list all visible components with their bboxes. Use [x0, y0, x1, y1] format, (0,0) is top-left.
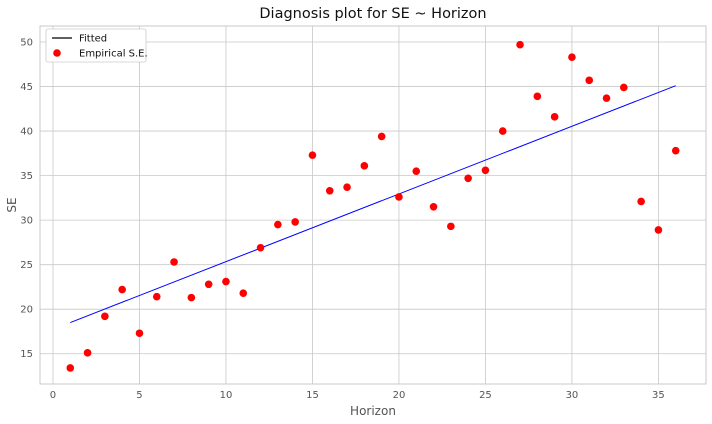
legend-box	[45, 28, 147, 63]
data-point	[152, 292, 161, 301]
y-tick-label: 15	[20, 349, 33, 360]
y-tick-label: 45	[20, 82, 33, 93]
data-point	[360, 162, 369, 170]
data-point	[533, 92, 542, 101]
y-tick-label: 50	[20, 38, 33, 49]
data-point	[412, 167, 421, 175]
data-point	[274, 220, 282, 229]
data-point	[498, 127, 507, 135]
x-tick-label: 20	[393, 390, 406, 401]
data-point	[170, 258, 178, 266]
y-tick-label: 30	[20, 216, 33, 227]
y-tick-label: 35	[20, 171, 33, 182]
chart-title: Diagnosis plot for SE ~ Horizon	[259, 6, 486, 22]
data-point	[481, 166, 490, 175]
x-tick-label: 30	[566, 390, 579, 401]
y-tick-labels: 15 20 25 30 35 40 45 50	[20, 38, 33, 361]
data-point	[568, 53, 576, 61]
data-point	[83, 349, 92, 357]
data-point	[620, 83, 628, 92]
data-point	[377, 132, 386, 141]
fitted-line	[70, 85, 676, 324]
data-point	[101, 312, 109, 321]
x-tick-label: 15	[306, 390, 319, 401]
data-point	[325, 186, 334, 195]
data-point	[66, 364, 75, 372]
x-axis-label: Horizon	[350, 404, 396, 418]
data-point	[429, 202, 438, 211]
x-tick-label: 10	[220, 390, 233, 401]
data-point	[308, 151, 317, 159]
data-point	[516, 40, 524, 49]
y-tick-label: 25	[20, 260, 33, 271]
data-point	[671, 146, 680, 155]
data-point	[222, 277, 230, 286]
x-tick-label: 25	[479, 390, 492, 401]
x-tick-labels: 0 5 10 15 20 25 30 35	[50, 390, 665, 401]
data-point	[187, 293, 196, 302]
data-point	[204, 280, 213, 289]
legend: Fitted Empirical S.E.	[45, 28, 148, 63]
x-tick-label: 0	[50, 390, 56, 401]
legend-empirical-label: Empirical S.E.	[79, 49, 148, 60]
data-point	[343, 183, 351, 191]
data-point	[585, 76, 594, 85]
x-tick-label: 35	[652, 390, 665, 401]
data-point	[550, 113, 559, 121]
y-tick-label: 40	[20, 127, 33, 138]
data-point	[256, 243, 265, 252]
data-point	[395, 193, 403, 201]
legend-empirical-swatch	[53, 49, 61, 57]
legend-fitted-label: Fitted	[79, 34, 107, 45]
data-point	[602, 94, 611, 102]
x-tick-label: 5	[136, 390, 142, 401]
y-axis-label: SE	[5, 197, 19, 212]
data-point	[118, 285, 126, 294]
data-point	[135, 329, 144, 338]
data-point	[447, 222, 455, 231]
data-point	[637, 197, 645, 206]
data-point	[239, 289, 248, 297]
series	[66, 40, 680, 372]
plot-area	[39, 25, 707, 385]
grid-lines	[40, 26, 706, 384]
y-tick-label: 20	[20, 305, 33, 316]
data-point	[291, 218, 299, 226]
data-point	[464, 174, 472, 183]
data-point	[654, 226, 663, 234]
